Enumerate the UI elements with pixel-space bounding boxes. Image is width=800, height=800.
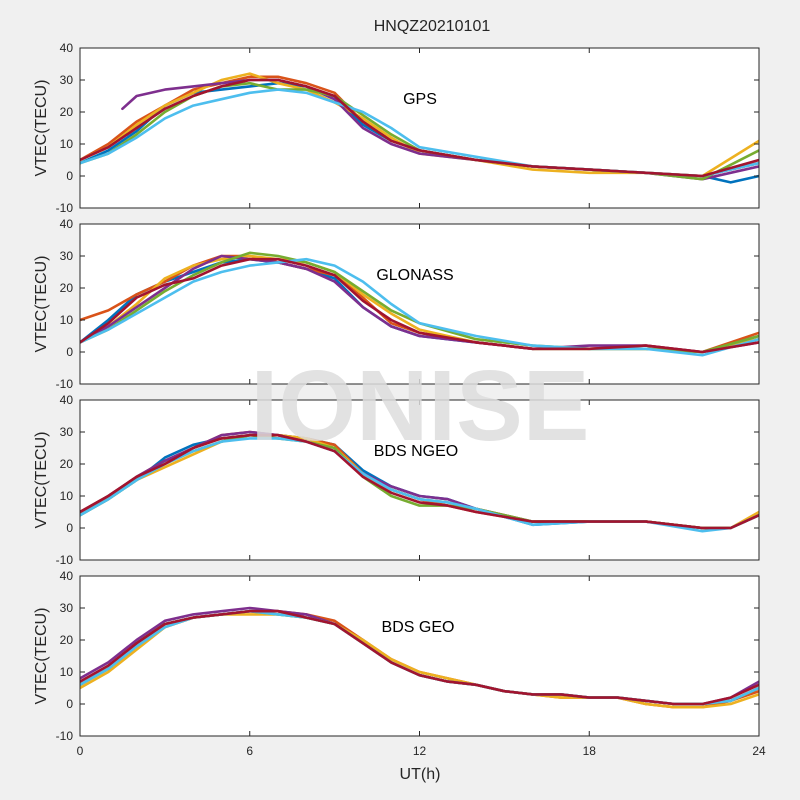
y-tick-label: 0 [66,345,73,359]
y-tick-label: 30 [60,249,74,263]
y-tick-label: 20 [60,281,74,295]
plot-area [80,48,759,208]
y-tick-label: 30 [60,425,74,439]
y-tick-label: 40 [60,41,74,55]
y-tick-label: 30 [60,73,74,87]
figure-title: HNQZ20210101 [374,18,491,35]
y-axis-label: VTEC(TECU) [33,608,50,705]
y-tick-label: 20 [60,633,74,647]
y-tick-label: -10 [56,377,74,391]
panel-label: BDS GEO [382,619,455,636]
plot-area [80,224,759,384]
series-group [80,251,759,357]
y-axis-label: VTEC(TECU) [33,256,50,353]
panel-label: GLONASS [376,267,453,284]
plot-area [80,576,759,736]
x-tick-label: 0 [77,744,84,758]
series-group [80,430,759,533]
y-tick-label: 20 [60,105,74,119]
y-tick-label: -10 [56,201,74,215]
y-tick-label: 0 [66,697,73,711]
y-tick-label: 10 [60,137,74,151]
y-tick-label: 40 [60,393,74,407]
x-tick-label: 12 [413,744,427,758]
y-tick-label: 20 [60,457,74,471]
x-axis-label: UT(h) [400,766,441,783]
y-tick-label: 0 [66,169,73,183]
series-line-4 [80,254,759,354]
series-line-7 [80,609,759,706]
y-tick-label: 30 [60,601,74,615]
panel-3: -10 0 10 20 30 40 VTEC(TECU) BDS NGEO [33,393,760,567]
y-tick-label: 10 [60,313,74,327]
series-line-7 [80,433,759,530]
y-tick-label: -10 [56,553,74,567]
x-tick-label: 24 [752,744,766,758]
y-tick-label: 10 [60,665,74,679]
panel-label: GPS [403,91,437,108]
y-tick-label: 0 [66,521,73,535]
y-axis-label: VTEC(TECU) [33,80,50,177]
series-line-7 [80,78,759,178]
watermark: IONISE [251,350,590,462]
x-tick-label: 6 [246,744,253,758]
y-tick-label: 10 [60,489,74,503]
panel-label: BDS NGEO [374,443,458,460]
panel-2: -10 0 10 20 30 40 VTEC(TECU) GLONASS [33,217,760,391]
series-line-7 [80,257,759,354]
series-group [80,72,759,184]
y-tick-label: -10 [56,729,74,743]
panel-1: -10 0 10 20 30 40 VTEC(TECU) GPS [33,41,760,215]
plot-area [80,400,759,560]
y-axis-label: VTEC(TECU) [33,432,50,529]
series-group [80,606,759,709]
x-tick-label: 18 [583,744,597,758]
y-tick-label: 40 [60,217,74,231]
y-tick-label: 40 [60,569,74,583]
